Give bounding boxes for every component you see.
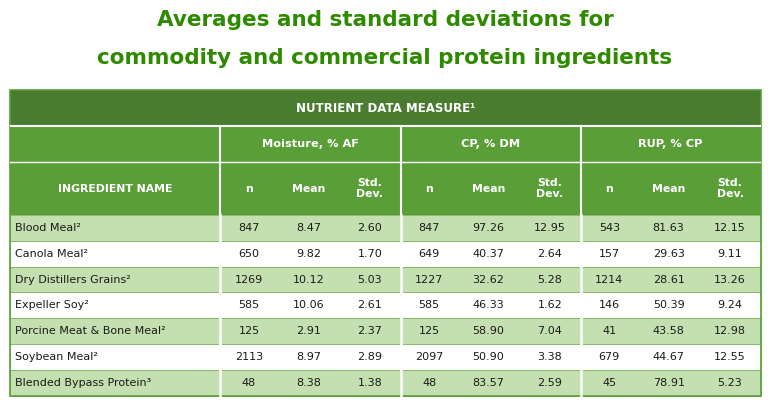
Text: 97.26: 97.26 [473,223,504,233]
Text: commodity and commercial protein ingredients: commodity and commercial protein ingredi… [98,48,672,68]
Text: Mean: Mean [472,184,505,194]
Text: 44.67: 44.67 [653,352,685,362]
Text: n: n [245,184,253,194]
Text: 12.95: 12.95 [534,223,566,233]
Text: 12.15: 12.15 [714,223,746,233]
Text: 2.61: 2.61 [357,300,382,310]
Text: 10.06: 10.06 [293,300,324,310]
Text: 78.91: 78.91 [653,378,685,388]
Bar [10,162,761,215]
Text: 58.90: 58.90 [473,326,504,336]
Text: 50.90: 50.90 [473,352,504,362]
Text: 3.38: 3.38 [537,352,562,362]
Text: 48: 48 [242,378,256,388]
Text: Mean: Mean [292,184,325,194]
Text: Std.
Dev.: Std. Dev. [717,178,744,199]
Text: 847: 847 [418,223,440,233]
Text: Mean: Mean [652,184,685,194]
Text: 585: 585 [419,300,440,310]
Text: 5.28: 5.28 [537,274,562,284]
Text: 5.03: 5.03 [357,274,382,284]
Text: Dry Distillers Grains²: Dry Distillers Grains² [15,274,131,284]
Text: 8.47: 8.47 [296,223,321,233]
Text: 650: 650 [239,249,259,259]
Text: 1.62: 1.62 [537,300,562,310]
Text: 543: 543 [599,223,620,233]
Text: 9.11: 9.11 [718,249,742,259]
Text: 83.57: 83.57 [473,378,504,388]
Text: 5.23: 5.23 [718,378,742,388]
Bar [10,344,761,370]
Text: Averages and standard deviations for: Averages and standard deviations for [156,10,614,30]
Text: 12.55: 12.55 [714,352,746,362]
Bar [10,126,761,162]
Text: Moisture, % AF: Moisture, % AF [262,139,359,149]
Text: 2113: 2113 [235,352,263,362]
Text: Blended Bypass Protein³: Blended Bypass Protein³ [15,378,152,388]
Text: 13.26: 13.26 [714,274,746,284]
Text: RUP, % CP: RUP, % CP [638,139,703,149]
Text: Soybean Meal²: Soybean Meal² [15,352,98,362]
Bar [10,292,761,318]
Bar [10,267,761,292]
Text: 50.39: 50.39 [653,300,685,310]
Text: 2.64: 2.64 [537,249,562,259]
Text: 45: 45 [602,378,616,388]
Text: 1269: 1269 [235,274,263,284]
Text: 43.58: 43.58 [653,326,685,336]
Text: 679: 679 [598,352,620,362]
Text: 10.12: 10.12 [293,274,324,284]
Text: Std.
Dev.: Std. Dev. [537,178,564,199]
Text: Expeller Soy²: Expeller Soy² [15,300,89,310]
Text: CP, % DM: CP, % DM [461,139,521,149]
Text: 2.60: 2.60 [357,223,382,233]
Text: 585: 585 [239,300,259,310]
Text: 28.61: 28.61 [653,274,685,284]
Text: 2.91: 2.91 [296,326,321,336]
Text: 1.38: 1.38 [357,378,382,388]
Text: 1227: 1227 [415,274,444,284]
Text: Porcine Meat & Bone Meal²: Porcine Meat & Bone Meal² [15,326,166,336]
Text: 9.24: 9.24 [718,300,742,310]
Text: 125: 125 [239,326,259,336]
Text: 2.37: 2.37 [357,326,382,336]
Text: 8.38: 8.38 [296,378,321,388]
Text: 41: 41 [602,326,616,336]
Text: 81.63: 81.63 [653,223,685,233]
Text: n: n [425,184,433,194]
Text: 649: 649 [419,249,440,259]
Text: 12.98: 12.98 [714,326,746,336]
Bar [10,241,761,267]
Text: 7.04: 7.04 [537,326,562,336]
Text: 2.59: 2.59 [537,378,562,388]
Text: 146: 146 [599,300,620,310]
Text: 1214: 1214 [595,274,624,284]
Bar [10,318,761,344]
Bar [10,370,761,396]
Text: 9.82: 9.82 [296,249,321,259]
Text: Std.
Dev.: Std. Dev. [357,178,383,199]
Text: 1.70: 1.70 [357,249,382,259]
Text: NUTRIENT DATA MEASURE¹: NUTRIENT DATA MEASURE¹ [296,102,475,114]
Text: 2097: 2097 [415,352,444,362]
Text: 847: 847 [239,223,259,233]
Text: n: n [605,184,613,194]
Text: 46.33: 46.33 [473,300,504,310]
Text: 157: 157 [599,249,620,259]
Text: 48: 48 [422,378,437,388]
Text: Blood Meal²: Blood Meal² [15,223,81,233]
Text: 29.63: 29.63 [653,249,685,259]
Text: 2.89: 2.89 [357,352,383,362]
Text: Canola Meal²: Canola Meal² [15,249,89,259]
Text: 40.37: 40.37 [473,249,504,259]
Bar [10,215,761,241]
Text: 8.97: 8.97 [296,352,321,362]
Bar [10,90,761,126]
Text: 32.62: 32.62 [473,274,504,284]
Text: INGREDIENT NAME: INGREDIENT NAME [58,184,172,194]
Text: 125: 125 [419,326,440,336]
